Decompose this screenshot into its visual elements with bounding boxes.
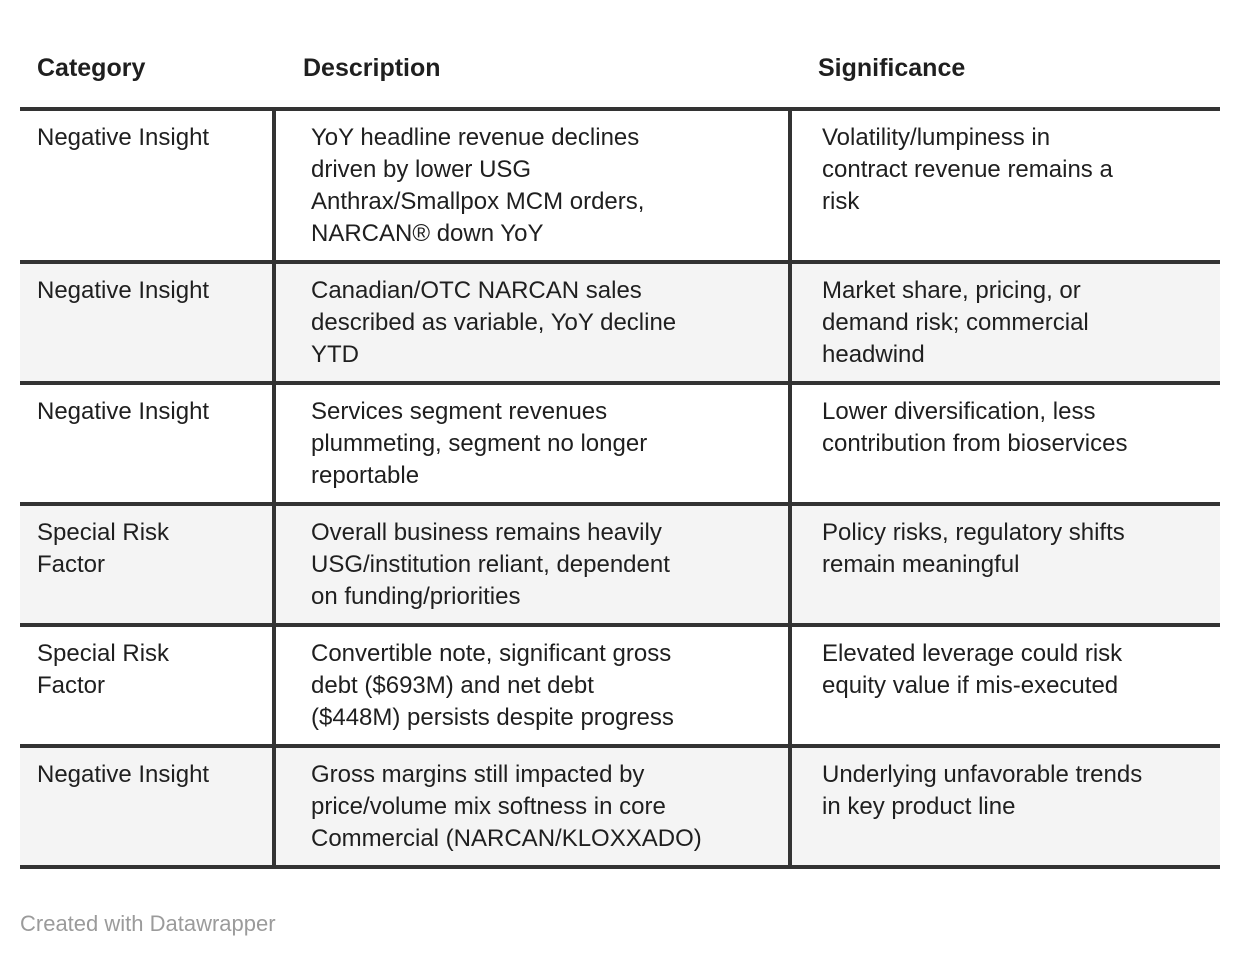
table-row: Negative Insight Canadian/OTC NARCAN sal… xyxy=(20,264,1220,385)
significance-cell: Underlying unfavorable trends in key pro… xyxy=(788,748,1220,865)
category-cell: Negative Insight xyxy=(37,398,210,425)
category-cell: Special Risk Factor xyxy=(37,519,170,578)
risk-table: Category Description Significance Negati… xyxy=(20,30,1220,869)
datawrapper-credit-link[interactable]: Created with Datawrapper xyxy=(20,911,276,936)
description-cell: Overall business remains heavily USG/ins… xyxy=(272,506,788,623)
column-header-description: Description xyxy=(303,54,441,82)
column-header-category: Category xyxy=(37,54,146,82)
table-body: Negative Insight YoY headline revenue de… xyxy=(20,111,1220,869)
category-cell: Negative Insight xyxy=(37,761,210,788)
description-cell: YoY headline revenue declines driven by … xyxy=(272,111,788,260)
category-cell: Special Risk Factor xyxy=(37,640,170,699)
description-cell: Gross margins still impacted by price/vo… xyxy=(272,748,788,865)
description-cell: Convertible note, significant gross debt… xyxy=(272,627,788,744)
description-cell: Canadian/OTC NARCAN sales described as v… xyxy=(272,264,788,381)
table-header: Category Description Significance xyxy=(20,30,1220,111)
table-row: Negative Insight Gross margins still imp… xyxy=(20,748,1220,869)
table-row: Negative Insight Services segment revenu… xyxy=(20,385,1220,506)
table-row: Special Risk Factor Overall business rem… xyxy=(20,506,1220,627)
significance-cell: Elevated leverage could risk equity valu… xyxy=(788,627,1220,744)
table-header-row: Category Description Significance xyxy=(20,30,1220,111)
table-row: Negative Insight YoY headline revenue de… xyxy=(20,111,1220,264)
significance-cell: Policy risks, regulatory shifts remain m… xyxy=(788,506,1220,623)
significance-cell: Market share, pricing, or demand risk; c… xyxy=(788,264,1220,381)
category-cell: Negative Insight xyxy=(37,277,210,304)
column-header-significance: Significance xyxy=(818,54,966,82)
table-row: Special Risk Factor Convertible note, si… xyxy=(20,627,1220,748)
description-cell: Services segment revenues plummeting, se… xyxy=(272,385,788,502)
significance-cell: Volatility/lumpiness in contract revenue… xyxy=(788,111,1220,260)
category-cell: Negative Insight xyxy=(37,124,210,151)
significance-cell: Lower diversification, less contribution… xyxy=(788,385,1220,502)
